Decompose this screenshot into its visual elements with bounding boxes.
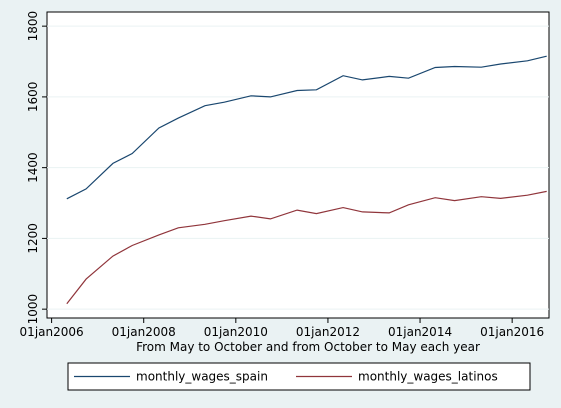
x-tick-label: 01jan2016 (480, 325, 544, 339)
legend: monthly_wages_spain monthly_wages_latinos (67, 362, 531, 391)
x-tick-label: 01jan2012 (296, 325, 360, 339)
y-tick-label: 1600 (26, 82, 40, 113)
y-axis: 1000 1200 1400 1600 1800 (26, 11, 47, 325)
series-line-monthly_wages_latinos (66, 190, 547, 305)
x-tick-label: 01jan2006 (20, 325, 84, 339)
plot-area (46, 11, 550, 319)
x-axis-title: From May to October and from October to … (136, 340, 480, 354)
gridlines (47, 25, 549, 310)
x-tick-label: 01jan2010 (204, 325, 268, 339)
y-tick-label: 1200 (26, 223, 40, 254)
legend-label: monthly_wages_spain (136, 370, 268, 384)
y-tick-label: 1400 (26, 152, 40, 183)
legend-label: monthly_wages_latinos (358, 370, 498, 384)
series-line-monthly_wages_spain (66, 55, 547, 200)
x-tick-label: 01jan2014 (388, 325, 452, 339)
series-lines (66, 55, 547, 305)
y-tick-label: 1800 (26, 11, 40, 42)
x-axis: 01jan2006 01jan2008 01jan2010 01jan2012 01ja… (20, 318, 544, 339)
y-tick-label: 1000 (26, 294, 40, 325)
x-tick-label: 01jan2008 (112, 325, 176, 339)
